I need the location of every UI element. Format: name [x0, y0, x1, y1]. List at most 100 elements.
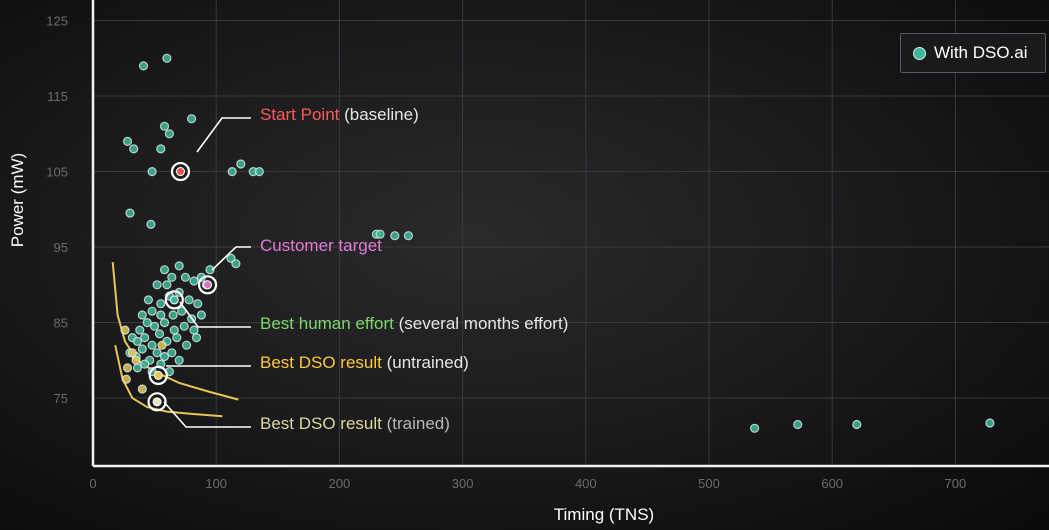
tick-labels: 0 100 200 300 400 500 600 700 75 85 95 105 115 125 [46, 14, 966, 491]
data-point [137, 344, 147, 354]
data-point [156, 310, 166, 320]
data-point [156, 144, 166, 154]
data-point [135, 325, 145, 335]
annotation-marker-ring [148, 365, 168, 385]
data-point [254, 167, 264, 177]
annotation-highlight: Best DSO result [260, 353, 382, 372]
annotation-detail: (baseline) [339, 105, 418, 124]
data-point [156, 299, 166, 309]
x-tick-label: 500 [698, 476, 720, 491]
data-point [152, 348, 162, 358]
data-point [182, 340, 192, 350]
data-point [193, 299, 203, 309]
annotation-marker-dot [169, 295, 179, 305]
data-point [129, 144, 139, 154]
annotation-marker-ring [164, 290, 184, 310]
annotation-highlight: Start Point [260, 105, 340, 124]
data-point [390, 231, 400, 241]
data-point [159, 265, 170, 275]
data-point [137, 310, 147, 320]
annotation-marker-ring [170, 161, 191, 182]
annotation-label: Best DSO result (trained) [260, 414, 450, 433]
annotation-label: Best human effort (several months effort… [260, 314, 568, 333]
annotation-label: Best DSO result (untrained) [260, 353, 469, 372]
data-point [132, 363, 142, 373]
annotation-leader-line [163, 401, 251, 428]
data-point [852, 419, 862, 430]
data-point [159, 351, 170, 362]
legend: With DSO.ai [900, 33, 1046, 73]
data-point [142, 318, 152, 328]
data-point [187, 114, 197, 124]
data-points [120, 53, 995, 433]
data-point [236, 159, 246, 169]
data-point [164, 129, 174, 139]
data-point [985, 418, 995, 428]
data-point [122, 136, 133, 146]
data-point [121, 374, 131, 384]
y-axis-label: Power (mW) [8, 153, 27, 247]
data-point [169, 325, 179, 335]
annotation-dso-trained: Best DSO result (trained) [147, 392, 450, 433]
data-point [168, 310, 178, 320]
annotation-marker-dot [203, 280, 213, 290]
y-tick-label: 95 [54, 240, 68, 255]
x-tick-label: 400 [575, 476, 597, 491]
x-tick-label: 700 [945, 476, 967, 491]
annotation-human: Best human effort (several months effort… [164, 290, 568, 333]
data-point [189, 276, 199, 286]
data-point [159, 318, 170, 328]
annotation-marker-dot [153, 370, 163, 380]
y-tick-label: 85 [54, 316, 68, 331]
annotation-detail: (several months effort) [394, 314, 568, 333]
y-tick-label: 115 [47, 89, 68, 104]
annotation-marker-dot [152, 397, 162, 407]
y-tick-label: 125 [46, 14, 68, 29]
x-tick-label: 0 [89, 476, 96, 491]
data-point [132, 336, 142, 346]
legend-label: With DSO.ai [934, 43, 1028, 62]
annotation-label: Start Point (baseline) [260, 105, 419, 124]
axes [91, 0, 1049, 468]
x-tick-label: 100 [205, 476, 227, 491]
data-point [174, 261, 184, 271]
data-point [375, 229, 385, 239]
data-point [157, 340, 167, 350]
annotation-highlight: Customer target [260, 236, 382, 255]
annotations: Start Point (baseline) Customer target Bes… [147, 105, 568, 433]
data-point [131, 355, 141, 365]
data-point [150, 321, 160, 331]
x-tick-label: 300 [452, 476, 474, 491]
x-tick-label: 200 [329, 476, 351, 491]
annotation-marker-dot [175, 167, 185, 177]
data-point [147, 167, 157, 177]
data-point [749, 423, 760, 433]
data-point [120, 325, 130, 335]
data-point [793, 419, 803, 430]
data-point [174, 355, 184, 365]
data-point [152, 280, 162, 290]
annotation-leader-line [211, 246, 251, 271]
data-point [147, 340, 157, 350]
data-point [162, 280, 172, 290]
data-point [167, 348, 177, 358]
data-point [137, 384, 147, 394]
data-point [196, 310, 206, 320]
x-tick-label: 600 [821, 476, 843, 491]
annotation-highlight: Best human effort [260, 314, 394, 333]
data-point [146, 219, 156, 229]
data-point [167, 272, 177, 282]
data-point [191, 333, 202, 343]
x-axis-label: Timing (TNS) [554, 505, 654, 524]
data-point [140, 359, 150, 369]
data-point [231, 259, 241, 269]
data-point [180, 272, 190, 282]
annotation-label: Customer target [260, 236, 382, 255]
data-point [125, 208, 135, 218]
annotation-dso-untrained: Best DSO result (untrained) [148, 353, 469, 385]
annotation-highlight: Best DSO result [260, 414, 382, 433]
y-tick-label: 75 [54, 391, 68, 406]
data-point [127, 348, 137, 358]
data-point [138, 61, 149, 71]
